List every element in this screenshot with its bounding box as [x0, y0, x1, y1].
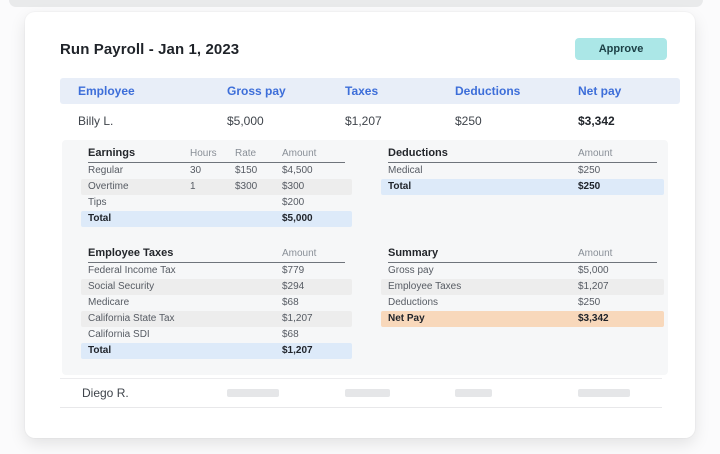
employee-row-diego[interactable]: Diego R.: [60, 378, 662, 408]
earnings-total-row: Total $5,000: [81, 211, 352, 227]
total-amount: $1,207: [282, 345, 313, 356]
employee-taxes-table: Employee Taxes Amount Federal Income Tax…: [81, 246, 352, 359]
net-pay-cell: $3,342: [578, 114, 615, 128]
total-amount: $5,000: [282, 213, 313, 224]
payroll-table: Employee Gross pay Taxes Deductions Net …: [60, 78, 680, 138]
summary-table: Summary Amount Gross pay $5,000 Employee…: [381, 246, 664, 359]
earnings-title: Earnings: [88, 147, 136, 159]
row-label: California State Tax: [88, 313, 175, 324]
total-label: Total: [88, 213, 112, 224]
amount-column-label: Amount: [578, 248, 613, 259]
card-header: Run Payroll - Jan 1, 2023 Approve: [25, 12, 695, 60]
table-row: Overtime 1 $300 $300: [81, 179, 352, 195]
row-amount: $1,207: [282, 313, 313, 324]
gross-pay-cell: $5,000: [227, 114, 264, 128]
deductions-table-header: Deductions Amount: [388, 146, 657, 163]
table-row: Medicare $68: [81, 295, 352, 311]
total-label: Total: [388, 181, 412, 192]
total-label: Net Pay: [388, 313, 425, 324]
row-amount: $5,000: [578, 265, 609, 276]
table-row: Social Security $294: [81, 279, 352, 295]
amount-column-label: Amount: [578, 148, 613, 159]
row-label: Employee Taxes: [388, 281, 462, 292]
deductions-table: Deductions Amount Medical $250 Total $25…: [381, 146, 664, 227]
summary-table-header: Summary Amount: [388, 246, 657, 263]
row-amount: $250: [578, 297, 601, 308]
table-row: Tips $200: [81, 195, 352, 211]
summary-title: Summary: [388, 247, 439, 259]
row-amount: $68: [282, 329, 299, 340]
table-row: California SDI $68: [81, 327, 352, 343]
rate-column-label: Rate: [235, 148, 257, 159]
employee-taxes-title: Employee Taxes: [88, 247, 174, 259]
amount-column-label: Amount: [282, 248, 317, 259]
cutoff-card-edge: [9, 0, 703, 7]
column-header-gross-pay: Gross pay: [227, 84, 286, 98]
row-label: Medical: [388, 165, 423, 176]
row-amount: $200: [282, 197, 305, 208]
employee-detail-panel: Earnings Hours Rate Amount Regular 30 $1…: [62, 140, 668, 375]
row-label: Regular: [88, 165, 124, 176]
row-amount: $300: [282, 181, 305, 192]
column-header-deductions: Deductions: [455, 84, 521, 98]
row-label: Federal Income Tax: [88, 265, 176, 276]
employee-taxes-table-header: Employee Taxes Amount: [88, 246, 345, 263]
total-label: Total: [88, 345, 112, 356]
table-row: Federal Income Tax $779: [81, 263, 352, 279]
row-label: California SDI: [88, 329, 150, 340]
earnings-table: Earnings Hours Rate Amount Regular 30 $1…: [81, 146, 352, 227]
table-row: Gross pay $5,000: [381, 263, 664, 279]
approve-button[interactable]: Approve: [575, 38, 667, 60]
employee-taxes-total-row: Total $1,207: [81, 343, 352, 359]
payroll-table-header: Employee Gross pay Taxes Deductions Net …: [60, 78, 680, 104]
row-hours: 30: [190, 165, 202, 176]
skeleton-placeholder-gross-pay: [227, 389, 279, 397]
row-amount: $779: [282, 265, 305, 276]
column-header-net-pay: Net pay: [578, 84, 622, 98]
row-label: Gross pay: [388, 265, 434, 276]
net-pay-total-row: Net Pay $3,342: [381, 311, 664, 327]
row-rate: $150: [235, 165, 258, 176]
page-title: Run Payroll - Jan 1, 2023: [60, 40, 240, 58]
hours-column-label: Hours: [190, 148, 217, 159]
row-amount: $1,207: [578, 281, 609, 292]
skeleton-placeholder-deductions: [455, 389, 492, 397]
skeleton-placeholder-net-pay: [578, 389, 630, 397]
deductions-cell: $250: [455, 114, 482, 128]
row-label: Tips: [88, 197, 107, 208]
table-row: Medical $250: [381, 163, 664, 179]
table-row: Regular 30 $150 $4,500: [81, 163, 352, 179]
row-rate: $300: [235, 181, 258, 192]
column-header-employee: Employee: [78, 84, 135, 98]
table-row: Employee Taxes $1,207: [381, 279, 664, 295]
row-label: Medicare: [88, 297, 130, 308]
row-label: Social Security: [88, 281, 155, 292]
skeleton-placeholder-taxes: [345, 389, 390, 397]
total-amount: $3,342: [578, 313, 609, 324]
deductions-title: Deductions: [388, 147, 448, 159]
amount-column-label: Amount: [282, 148, 317, 159]
table-row: California State Tax $1,207: [81, 311, 352, 327]
row-amount: $250: [578, 165, 601, 176]
row-label: Deductions: [388, 297, 439, 308]
employee-name: Billy L.: [78, 114, 114, 128]
total-amount: $250: [578, 181, 601, 192]
row-hours: 1: [190, 181, 196, 192]
row-label: Overtime: [88, 181, 129, 192]
column-header-taxes: Taxes: [345, 84, 379, 98]
deductions-total-row: Total $250: [381, 179, 664, 195]
employee-name: Diego R.: [82, 386, 129, 400]
row-amount: $68: [282, 297, 299, 308]
run-payroll-card: Run Payroll - Jan 1, 2023 Approve Employ…: [25, 12, 695, 438]
earnings-table-header: Earnings Hours Rate Amount: [88, 146, 345, 163]
row-amount: $4,500: [282, 165, 313, 176]
taxes-cell: $1,207: [345, 114, 382, 128]
employee-row-billy[interactable]: Billy L. $5,000 $1,207 $250 $3,342: [60, 104, 680, 138]
row-amount: $294: [282, 281, 305, 292]
table-row: Deductions $250: [381, 295, 664, 311]
